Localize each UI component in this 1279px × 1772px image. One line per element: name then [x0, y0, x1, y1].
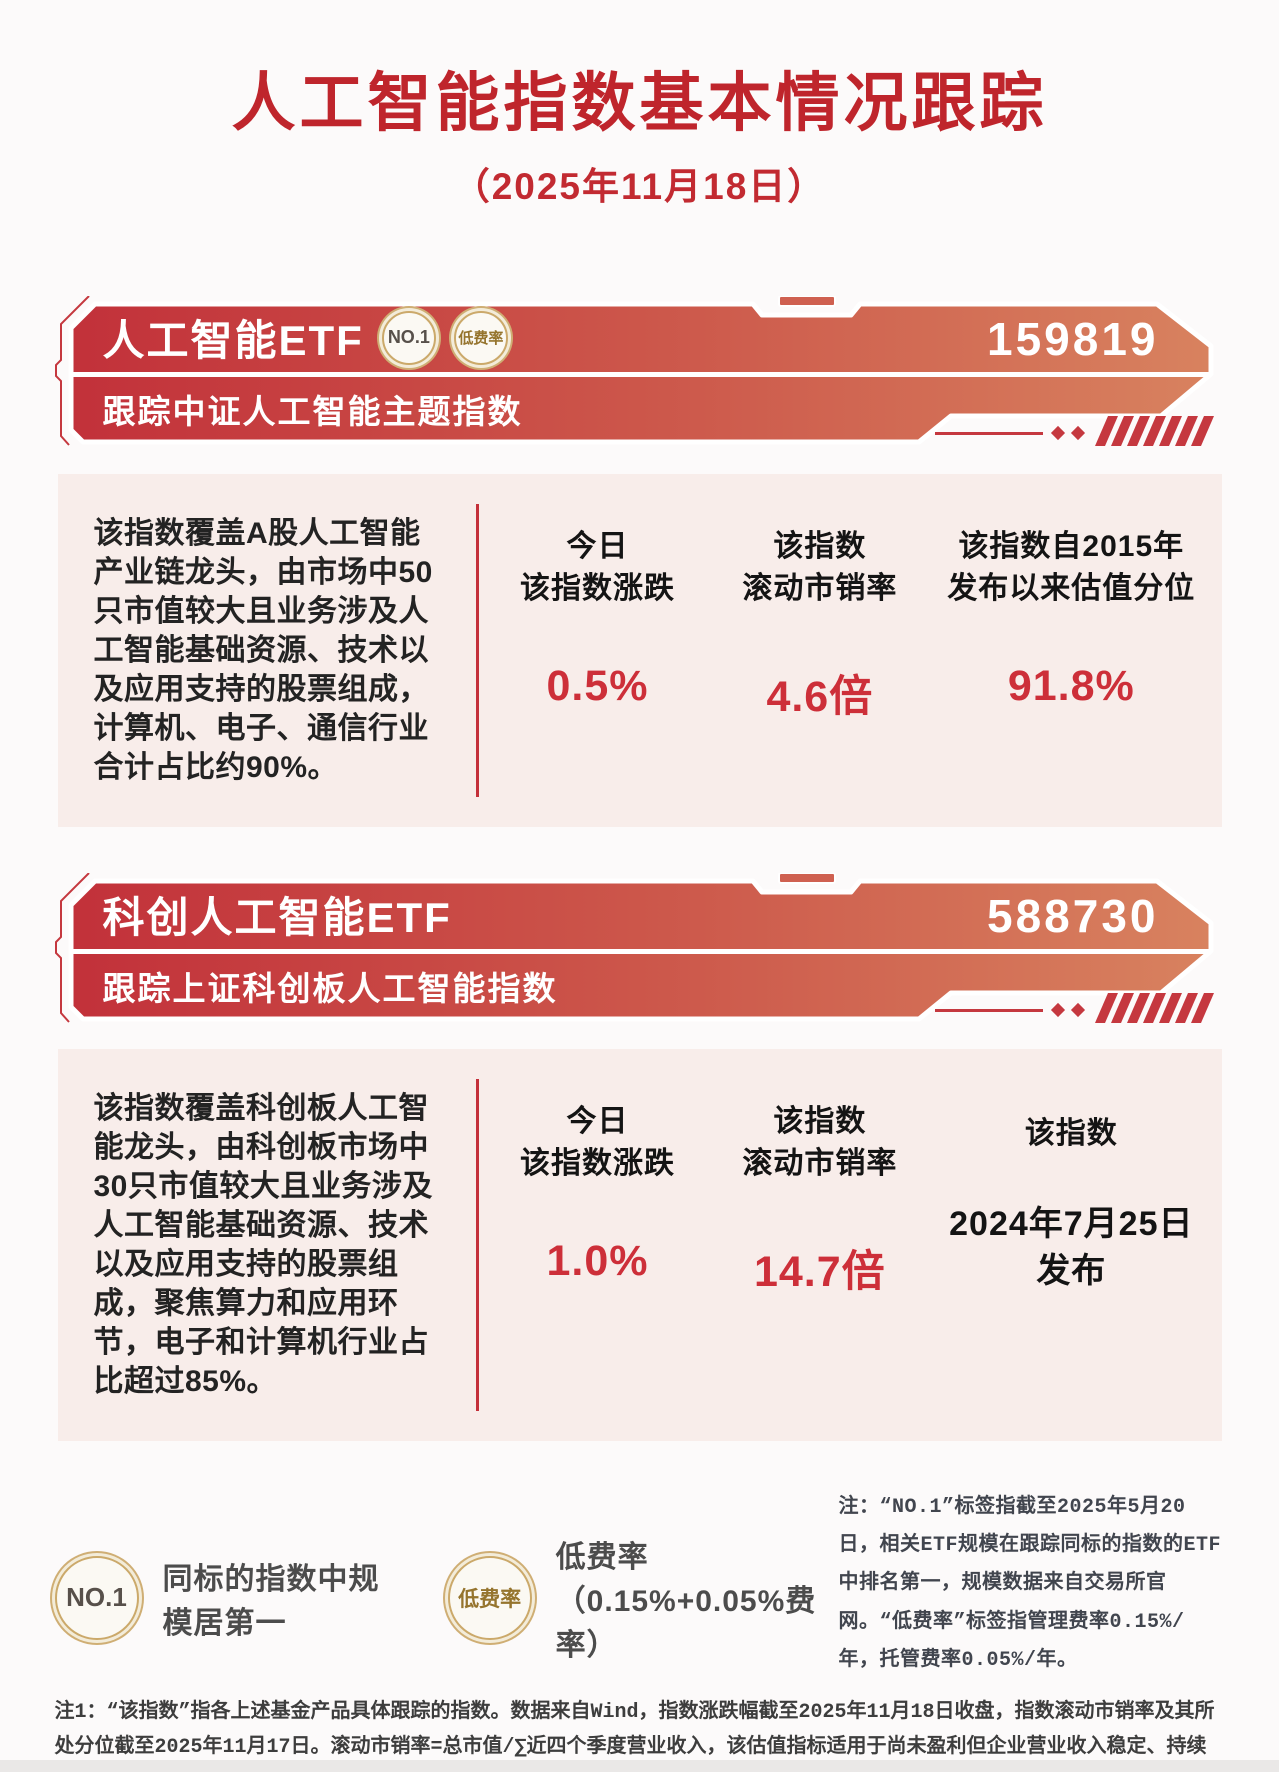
- etf1-subtitle: 跟踪中证人工智能主题指数: [102, 392, 523, 430]
- etf2-subtitle: 跟踪上证科创板人工智能指数: [102, 969, 558, 1007]
- vertical-divider: [475, 503, 479, 797]
- banner-deco: [934, 415, 1214, 446]
- etf2-banner: 科创人工智能ETF 588730 跟踪上证科创板人工智能指数: [54, 872, 1225, 1035]
- etf1-stat-change: 今日 该指数涨跌 0.5%: [485, 526, 711, 811]
- legend-no1: NO.1 同标的指数中规模居第一: [54, 1554, 390, 1642]
- etf2-info-block: 该指数覆盖科创板人工智能龙头，由科创板市场中30只市值较大且业务涉及人工智能基础…: [57, 1048, 1222, 1441]
- etf1-stat-percentile: 该指数自2015年 发布以来估值分位 91.8%: [929, 526, 1213, 811]
- legend-no1-text: 同标的指数中规模居第一: [162, 1562, 380, 1640]
- stat-value: 0.5%: [546, 661, 649, 710]
- etf2-title-row: 科创人工智能ETF: [103, 883, 452, 947]
- etf2-stat-launch: 该指数 2024年7月25日 发布: [929, 1101, 1213, 1425]
- stat-label: 今日 该指数涨跌: [519, 529, 675, 605]
- banner-keyline: [54, 295, 90, 446]
- side-note: 注：“NO.1”标签指截至2025年5月20日，相关ETF规模在跟踪同标的指数的…: [838, 1495, 1222, 1673]
- banner-separator: [72, 948, 1209, 954]
- etf1-stat-ps-ratio: 该指数 滚动市销率 4.6倍: [710, 526, 929, 811]
- no1-badge-icon: NO.1: [381, 310, 436, 365]
- vertical-divider: [475, 1078, 479, 1411]
- etf1-info-block: 该指数覆盖A股人工智能产业链龙头，由市场中50只市值较大且业务涉及人工智能基础资…: [57, 473, 1222, 827]
- etf2-code: 588730: [987, 889, 1159, 942]
- etf1-stats: 今日 该指数涨跌 0.5% 该指数 滚动市销率 4.6倍 该指数自2015年 发…: [479, 490, 1222, 811]
- bottom-edge-strip: [0, 1760, 1279, 1772]
- etf2-name: 科创人工智能ETF: [102, 894, 452, 942]
- banner-frame: [54, 872, 1214, 1023]
- banner-notch-tab: [777, 295, 836, 307]
- stat-label: 该指数: [1024, 1116, 1118, 1150]
- stat-value: 91.8%: [1007, 661, 1135, 710]
- banner-deco: [934, 992, 1214, 1023]
- legend-lowfee-text: 低费率（0.15%+0.05%费率）: [555, 1540, 817, 1662]
- page-date: （2025年11月18日）: [452, 165, 827, 207]
- etf2-stat-change: 今日 该指数涨跌 1.0%: [485, 1101, 711, 1425]
- stat-label: 该指数 滚动市销率: [742, 1104, 898, 1180]
- etf1-title-row: 人工智能ETF NO.1 低费率: [103, 306, 508, 370]
- stat-value: 2024年7月25日 发布: [949, 1204, 1194, 1291]
- banner-separator: [72, 371, 1209, 377]
- etf2-stats: 今日 该指数涨跌 1.0% 该指数 滚动市销率 14.7倍 该指数 2024年7…: [479, 1065, 1222, 1425]
- etf1-name: 人工智能ETF: [102, 317, 364, 365]
- etf1-description: 该指数覆盖A股人工智能产业链龙头，由市场中50只市值较大且业务涉及人工智能基础资…: [93, 516, 433, 784]
- etf2-description: 该指数覆盖科创板人工智能龙头，由科创板市场中30只市值较大且业务涉及人工智能基础…: [93, 1091, 433, 1398]
- legend-lowfee: 低费率 低费率（0.15%+0.05%费率）: [447, 1532, 839, 1664]
- page-title: 人工智能指数基本情况跟踪: [231, 67, 1048, 139]
- etf1-code: 159819: [987, 312, 1159, 365]
- stat-value: 14.7倍: [753, 1247, 886, 1296]
- banner-keyline: [54, 872, 90, 1023]
- badge-legend: NO.1 同标的指数中规模居第一 低费率 低费率（0.15%+0.05%费率）: [54, 1489, 839, 1681]
- bottom-section: NO.1 同标的指数中规模居第一 低费率 低费率（0.15%+0.05%费率） …: [54, 1489, 1225, 1681]
- etf1-banner: 人工智能ETF NO.1 低费率 159819 跟踪中证人工智能主题指数: [54, 295, 1225, 458]
- etf2-stat-ps-ratio: 该指数 滚动市销率 14.7倍: [710, 1101, 929, 1425]
- banner-frame: [54, 295, 1214, 446]
- stat-value: 4.6倍: [766, 672, 874, 721]
- stat-label: 该指数自2015年 发布以来估值分位: [947, 529, 1196, 605]
- no1-badge-icon: NO.1: [54, 1555, 139, 1640]
- stat-label: 今日 该指数涨跌: [519, 1104, 675, 1180]
- stat-label: 该指数 滚动市销率: [742, 529, 898, 605]
- lowfee-badge-icon: 低费率: [447, 1555, 532, 1640]
- lowfee-badge-icon: 低费率: [453, 310, 508, 365]
- stat-value: 1.0%: [546, 1236, 649, 1285]
- banner-notch-tab: [777, 872, 836, 884]
